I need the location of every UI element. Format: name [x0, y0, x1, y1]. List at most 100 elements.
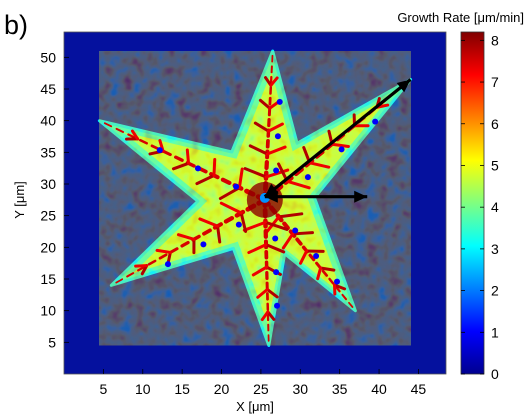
y-tick-label: 45	[40, 81, 56, 97]
side-ridge	[269, 76, 279, 87]
side-ridge	[212, 158, 217, 177]
x-axis-ticks: 5 10 15 20 25 30 35 40 45	[99, 369, 426, 397]
hole	[334, 278, 341, 285]
side-ridge	[251, 265, 269, 277]
side-ridge	[185, 148, 191, 165]
hole	[338, 146, 345, 153]
hole	[233, 183, 240, 190]
branch-ridge	[126, 272, 135, 278]
side-ridge	[319, 266, 336, 272]
y-tick-label: 30	[40, 176, 56, 192]
hole	[194, 165, 201, 172]
hole	[273, 269, 280, 276]
side-ridge	[333, 283, 347, 291]
side-ridge	[216, 224, 222, 244]
branch-ridge	[348, 301, 354, 308]
x-tick-label: 40	[371, 381, 387, 397]
y-tick-label: 10	[40, 303, 56, 319]
y-tick-label: 35	[40, 144, 56, 160]
branch-ridge	[293, 167, 304, 177]
branch-ridge	[334, 285, 341, 293]
branch-ridge	[103, 122, 113, 128]
colorbar-tick-label: 7	[491, 74, 499, 90]
branch-ridge	[147, 259, 157, 266]
branch-ridge	[295, 237, 303, 246]
x-tick-label: 35	[332, 381, 348, 397]
branch-ridge	[321, 269, 329, 277]
branch-ridge	[223, 216, 235, 224]
side-ridge	[256, 287, 269, 299]
y-axis-ticks: 5 10 15 20 25 30 35 40 45 50	[40, 49, 69, 350]
branch-ridge	[138, 138, 148, 145]
side-ridge	[258, 98, 272, 110]
colorbar-tick-label: 3	[491, 241, 499, 257]
side-ridge	[263, 76, 273, 87]
side-ridge	[176, 233, 196, 241]
x-tick-label: 15	[174, 381, 190, 397]
branch-ridge	[137, 265, 146, 272]
colorbar-tick-label: 6	[491, 116, 499, 132]
side-ridge	[298, 249, 309, 265]
branch-ridge	[315, 261, 322, 270]
side-ridge	[264, 168, 290, 179]
side-ridge	[330, 142, 350, 148]
side-ridge	[237, 167, 244, 190]
y-tick-label: 50	[40, 49, 56, 65]
dendrite-star	[97, 49, 413, 347]
colorbar-tick-label: 4	[491, 199, 499, 215]
side-ridge	[248, 144, 269, 156]
hole	[272, 235, 279, 242]
y-tick-label: 40	[40, 113, 56, 129]
side-ridge	[308, 161, 331, 169]
branch-ridge	[115, 278, 124, 284]
branch-ridge	[174, 155, 184, 162]
hole	[313, 253, 320, 260]
branch-ridge	[220, 177, 232, 185]
arrow-shaft	[263, 78, 412, 198]
side-ridge	[265, 145, 287, 156]
x-tick-label: 5	[99, 381, 107, 397]
branch-ridge	[328, 277, 335, 285]
hole	[274, 302, 281, 309]
panel-label: b)	[4, 10, 28, 40]
y-tick-label: 20	[40, 239, 56, 255]
side-ridge	[253, 121, 270, 133]
side-ridge	[263, 220, 289, 231]
hole	[292, 227, 299, 234]
side-ridge	[266, 122, 284, 133]
side-ridge	[264, 243, 286, 254]
branch-ridge	[308, 253, 316, 262]
branch-ridge	[282, 221, 290, 231]
colorbar-tick-label: 2	[491, 283, 499, 299]
colorbar-gradient	[460, 31, 485, 375]
side-ridge	[316, 266, 323, 281]
branch-ridge	[162, 149, 172, 157]
hole	[235, 221, 242, 228]
x-axis-label: X [μm]	[236, 399, 274, 414]
branch-ridge	[158, 253, 168, 260]
arrows	[263, 78, 412, 203]
side-ridge	[277, 212, 304, 219]
branch-ridge	[127, 133, 137, 139]
y-tick-label: 5	[48, 334, 56, 350]
branch-ridge	[115, 127, 125, 133]
colorbar-ticks: 0 1 2 3 4 5 6 7 8	[461, 32, 499, 382]
side-ridge	[285, 179, 311, 190]
colorbar-label: Growth Rate [μm/min]	[397, 10, 524, 25]
y-tick-label: 15	[40, 271, 56, 287]
branch-ridge	[341, 293, 348, 301]
colorbar-tick-label: 8	[491, 32, 499, 48]
hole	[372, 118, 379, 125]
side-ridge	[198, 217, 220, 228]
x-tick-label: 25	[253, 381, 269, 397]
x-tick-label: 10	[135, 381, 151, 397]
hole	[164, 261, 171, 268]
x-tick-label: 45	[411, 381, 427, 397]
plot-area	[64, 32, 446, 374]
side-ridge	[260, 310, 270, 322]
side-ridge	[242, 220, 267, 232]
hole	[276, 98, 283, 105]
hole	[156, 147, 163, 154]
colorbar-tick-label: 0	[491, 366, 499, 382]
y-tick-label: 25	[40, 208, 56, 224]
